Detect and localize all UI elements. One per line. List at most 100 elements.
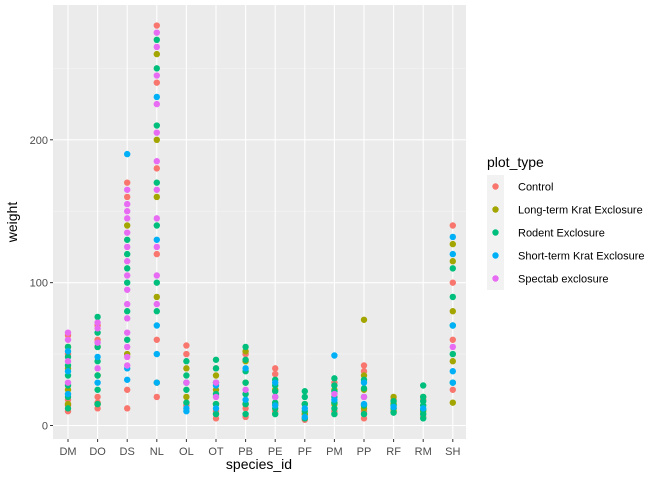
data-point	[124, 236, 131, 243]
data-point	[242, 379, 249, 386]
data-point	[124, 343, 131, 351]
data-point	[153, 215, 160, 222]
legend-item-label: Long-term Krat Exclosure	[518, 205, 643, 217]
data-point	[153, 43, 160, 51]
data-point	[153, 393, 160, 401]
x-tick-label: OL	[179, 446, 194, 458]
data-point	[331, 405, 338, 412]
data-point	[94, 365, 101, 372]
data-point	[124, 336, 131, 343]
data-point	[331, 382, 338, 389]
data-point	[153, 243, 160, 251]
data-point	[183, 372, 190, 379]
data-point	[153, 50, 160, 58]
legend-item-label: Rodent Exclosure	[518, 228, 605, 240]
x-tick-label: DO	[89, 446, 106, 458]
data-point	[331, 375, 338, 382]
legend-key-point	[492, 183, 499, 190]
data-point	[64, 405, 72, 412]
x-tick-label: OT	[208, 446, 224, 458]
data-point	[449, 293, 456, 301]
data-point	[124, 279, 131, 286]
y-tick-label: 0	[42, 421, 48, 433]
data-point	[153, 236, 160, 243]
data-point	[331, 352, 338, 359]
data-point	[449, 265, 456, 272]
data-point	[153, 300, 160, 308]
data-point	[449, 336, 456, 343]
data-point	[360, 362, 368, 369]
data-point	[153, 193, 160, 201]
data-point	[212, 393, 220, 401]
legend-key-point	[492, 229, 499, 236]
data-point	[272, 370, 279, 378]
data-point	[153, 22, 160, 29]
y-axis-title: weight	[4, 202, 20, 244]
data-point	[242, 365, 249, 372]
data-point	[390, 398, 397, 405]
data-point	[94, 393, 101, 401]
data-point	[449, 250, 456, 258]
data-point	[360, 385, 368, 392]
data-point	[124, 405, 131, 412]
legend-item-label: Spectab exclosure	[518, 274, 609, 286]
data-point	[360, 400, 368, 408]
legend-item-label: Control	[518, 182, 553, 194]
data-point	[124, 329, 131, 336]
data-point	[449, 386, 456, 393]
data-point	[212, 379, 220, 386]
data-point	[183, 379, 190, 386]
data-point	[183, 342, 190, 349]
data-point	[449, 350, 456, 358]
data-point	[272, 402, 279, 409]
data-point	[212, 405, 220, 412]
data-point	[124, 186, 131, 193]
data-point	[449, 358, 456, 365]
data-point	[183, 358, 190, 365]
data-point	[124, 179, 131, 186]
data-point	[124, 300, 131, 308]
data-point	[449, 233, 456, 241]
data-point	[272, 410, 279, 418]
data-point	[153, 72, 160, 79]
data-point	[331, 410, 338, 418]
data-point	[124, 222, 131, 229]
data-point	[153, 379, 160, 386]
data-point	[124, 265, 131, 272]
data-point	[64, 348, 72, 355]
x-tick-label: PM	[326, 446, 343, 458]
data-points	[64, 22, 456, 423]
data-point	[183, 393, 190, 401]
data-point	[153, 100, 160, 108]
data-point	[153, 350, 160, 358]
data-point	[153, 122, 160, 129]
data-point	[153, 129, 160, 136]
data-point	[183, 350, 190, 358]
data-point	[153, 322, 160, 329]
data-point	[153, 250, 160, 258]
data-point	[124, 243, 131, 251]
data-point	[212, 365, 220, 372]
data-point	[153, 65, 160, 72]
data-point	[183, 386, 190, 393]
data-point	[64, 336, 72, 343]
legend-title: plot_type	[487, 154, 544, 170]
data-point	[94, 319, 101, 326]
data-point	[124, 315, 131, 322]
data-point	[94, 372, 101, 379]
x-tick-label: DS	[120, 446, 135, 458]
data-point	[124, 286, 131, 293]
x-tick-label: PP	[357, 446, 372, 458]
data-point	[94, 325, 101, 332]
data-point	[124, 308, 131, 315]
x-axis-title: species_id	[226, 456, 292, 472]
data-point	[449, 258, 456, 265]
data-point	[153, 29, 160, 36]
data-point	[124, 150, 131, 158]
data-point	[360, 393, 368, 401]
data-point	[153, 179, 160, 186]
data-point	[272, 379, 279, 386]
data-point	[331, 390, 338, 398]
data-point	[449, 222, 456, 229]
data-point	[94, 353, 101, 361]
